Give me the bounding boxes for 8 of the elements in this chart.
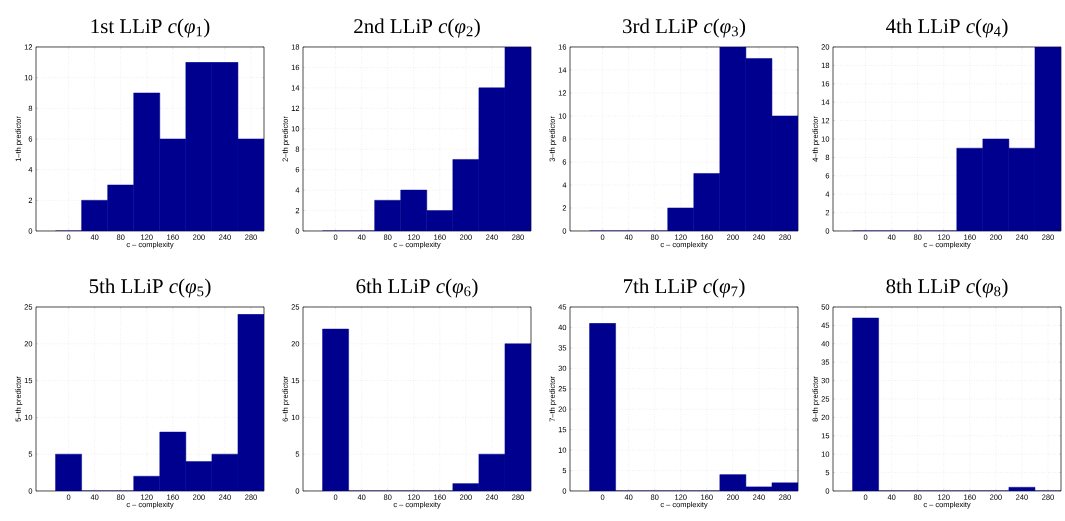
chart-title: 2nd LLiP c(φ$_{2}$) — [354, 18, 480, 38]
chart-title: 6th LLiP c(φ$_{6}$) — [356, 278, 478, 298]
chart-title: 1st LLiP c(φ$_{1}$) — [91, 18, 210, 38]
chart-title: 8th LLiP c(φ$_{8}$) — [886, 278, 1008, 298]
chart-title: 4th LLiP c(φ$_{4}$) — [886, 18, 1008, 38]
chart-title: 5th LLiP c(φ$_{5}$) — [89, 278, 211, 298]
chart-title: 7th LLiP c(φ$_{7}$) — [623, 278, 745, 298]
chart-title: 3rd LLiP c(φ$_{3}$) — [623, 18, 746, 38]
